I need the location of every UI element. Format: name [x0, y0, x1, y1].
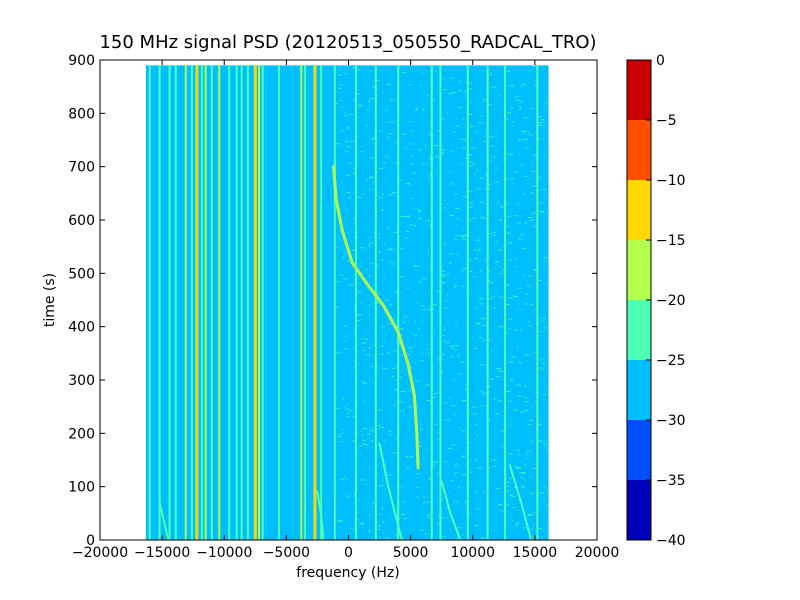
x-tick-label: 20000 — [575, 545, 620, 561]
colorbar-tick-label: −10 — [656, 173, 686, 189]
spectral-line — [184, 65, 187, 540]
spectral-line — [228, 65, 231, 540]
y-tick-label: 800 — [68, 106, 95, 122]
y-tick-label: 200 — [68, 426, 95, 442]
spectral-line — [195, 65, 199, 540]
colorbar-tick-label: −40 — [656, 533, 686, 549]
colorbar-tick-label: −35 — [656, 473, 686, 489]
spectral-line — [218, 65, 221, 540]
spectral-line — [504, 65, 507, 540]
y-axis-label: time (s) — [42, 273, 58, 327]
spectral-line — [148, 65, 151, 540]
x-tick-label: −5000 — [263, 545, 310, 561]
faint-drift-trace — [316, 491, 325, 540]
spectral-line — [240, 65, 243, 540]
spectral-line — [300, 65, 303, 540]
colorbar-tick-label: −25 — [656, 353, 686, 369]
spectral-line — [304, 65, 307, 540]
chart-title: 150 MHz signal PSD (20120513_050550_RADC… — [99, 32, 596, 53]
drifting-signal-trace — [332, 165, 420, 470]
x-tick-label: 15000 — [513, 545, 558, 561]
faint-drift-trace — [158, 501, 170, 540]
colorbar-segment — [627, 60, 651, 120]
x-tick-label: 0 — [344, 545, 353, 561]
spectral-line — [261, 65, 264, 540]
x-axis-label: frequency (Hz) — [296, 565, 399, 581]
colorbar-segment — [627, 480, 651, 540]
spectral-line — [313, 65, 317, 540]
colorbar-segment — [627, 180, 651, 240]
x-tick-label: 5000 — [393, 545, 429, 561]
spectral-line — [174, 65, 177, 540]
spectral-line — [486, 65, 489, 540]
x-tick-label: 10000 — [450, 545, 495, 561]
spectral-line — [320, 65, 323, 540]
colorbar-tick-label: −20 — [656, 293, 686, 309]
spectral-line — [210, 65, 213, 540]
spectral-line — [439, 65, 442, 540]
colorbar-segment — [627, 300, 651, 360]
y-tick-label: 300 — [68, 373, 95, 389]
faint-drift-trace — [378, 443, 403, 540]
y-tick-label: 0 — [86, 533, 95, 549]
noise-speckle — [336, 65, 550, 540]
spectral-line — [333, 65, 336, 540]
y-tick-label: 900 — [68, 53, 95, 69]
y-tick-label: 100 — [68, 480, 95, 496]
x-tick-label: −10000 — [196, 545, 252, 561]
x-tick-label: −15000 — [134, 545, 190, 561]
x-tick-label: −20000 — [72, 545, 128, 561]
y-axis-ticks: 0 100 200 300 400 500 600 700 800 900 — [68, 53, 597, 549]
spectral-line — [258, 65, 261, 540]
spectral-line — [536, 65, 539, 540]
spectral-line — [235, 65, 238, 540]
colorbar-tick-label: 0 — [656, 53, 665, 69]
spectral-line — [466, 65, 469, 540]
colorbar-tick-label: −15 — [656, 233, 686, 249]
spectral-line — [168, 65, 171, 540]
heatmap-background — [145, 65, 549, 540]
y-tick-label: 600 — [68, 213, 95, 229]
spectral-line — [253, 65, 257, 540]
spectral-line — [190, 65, 193, 540]
colorbar-segment — [627, 240, 651, 300]
colorbar: −40 −35 −30 −25 −20 −15 −10 −5 0 — [626, 53, 686, 549]
spectral-line — [430, 65, 433, 540]
colorbar-tick-label: −5 — [656, 113, 677, 129]
y-tick-label: 700 — [68, 160, 95, 176]
faint-drift-trace — [440, 480, 462, 540]
colorbar-tick-label: −30 — [656, 413, 686, 429]
colorbar-segment — [627, 420, 651, 480]
y-tick-label: 500 — [68, 266, 95, 282]
spectral-line — [374, 65, 377, 540]
spectral-line — [277, 65, 280, 540]
y-tick-label: 400 — [68, 320, 95, 336]
x-axis-ticks: −20000 −15000 −10000 −5000 0 5000 10000 15000 20… — [72, 60, 619, 561]
spectral-line — [354, 65, 357, 540]
spectral-line — [158, 65, 161, 540]
spectral-line — [200, 65, 203, 540]
spectral-line — [204, 65, 207, 540]
spectrogram-plot: −20000 −15000 −10000 −5000 0 5000 10000 15000 20… — [68, 53, 619, 561]
heatmap-layer — [145, 65, 550, 540]
colorbar-segment — [627, 120, 651, 180]
spectral-line — [246, 65, 249, 540]
spectral-line — [397, 65, 400, 540]
faint-drift-trace — [509, 464, 533, 540]
colorbar-segment — [627, 360, 651, 420]
